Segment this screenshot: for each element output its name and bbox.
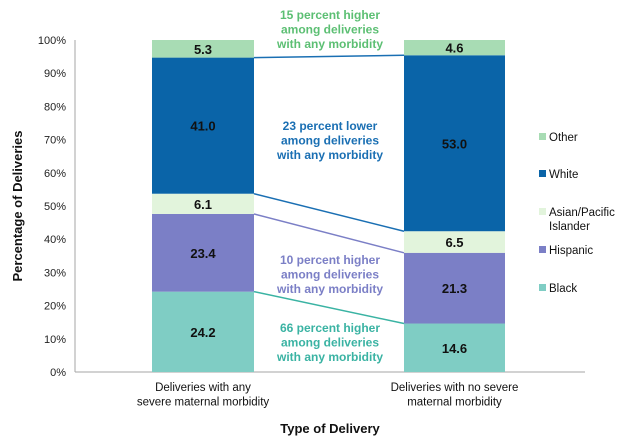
annotation-text: among deliveries <box>281 336 379 350</box>
x-tick-label: severe maternal morbidity <box>137 397 270 409</box>
data-label: 6.1 <box>194 197 212 212</box>
x-tick-label: Deliveries with no severe <box>391 382 519 394</box>
data-label: 5.3 <box>194 42 212 57</box>
annotation-text: among deliveries <box>281 23 379 37</box>
x-axis-title: Type of Delivery <box>280 421 380 436</box>
bar-segment-other <box>404 40 505 56</box>
legend-label: Hispanic <box>549 245 593 257</box>
legend-swatch <box>539 246 546 253</box>
y-tick-label: 10% <box>44 334 66 346</box>
legend-swatch <box>539 170 546 177</box>
annotation-text: 15 percent higher <box>280 8 380 22</box>
y-tick-label: 100% <box>38 35 66 47</box>
y-tick-label: 90% <box>44 68 66 80</box>
y-tick-label: 0% <box>50 367 66 379</box>
legend-label: Other <box>549 132 578 144</box>
y-tick-label: 60% <box>44 168 66 180</box>
annotation-text: 23 percent lower <box>283 119 378 133</box>
data-label: 21.3 <box>442 281 467 296</box>
bar-segment-hispanic <box>152 213 254 292</box>
data-label: 24.2 <box>190 325 215 340</box>
legend-label: White <box>549 169 578 181</box>
bar-segment-asian-pacific-islander <box>404 231 505 253</box>
legend-swatch <box>539 133 546 140</box>
data-label: 53.0 <box>442 136 467 151</box>
data-label: 4.6 <box>445 41 463 56</box>
x-tick-label: Deliveries with any <box>155 382 251 394</box>
connector-line <box>253 192 405 232</box>
y-tick-label: 50% <box>44 201 66 213</box>
annotation-text: among deliveries <box>281 134 379 148</box>
bar-segment-asian-pacific-islander <box>152 193 254 214</box>
connector-line <box>253 54 405 59</box>
data-label: 41.0 <box>190 119 215 134</box>
bar-segment-black <box>404 323 505 372</box>
legend-label: Asian/Pacific <box>549 207 615 219</box>
bar-segment-hispanic <box>404 252 505 324</box>
annotation-text: with any morbidity <box>276 148 383 162</box>
bar-segment-white <box>404 55 505 232</box>
y-axis-title: Percentage of Deliveries <box>10 130 25 281</box>
annotation-text: with any morbidity <box>276 282 383 296</box>
y-tick-label: 20% <box>44 301 66 313</box>
bar-segment-white <box>152 57 254 194</box>
annotation-text: with any morbidity <box>276 350 383 364</box>
bar-segment-black <box>152 291 254 372</box>
bar-segment-other <box>152 40 254 58</box>
annotation-text: among deliveries <box>281 268 379 282</box>
y-tick-label: 40% <box>44 234 66 246</box>
annotation-text: with any morbidity <box>276 37 383 51</box>
annotation-text: 66 percent higher <box>280 321 380 335</box>
connector-line <box>253 290 405 325</box>
x-tick-label: maternal morbidity <box>407 397 502 409</box>
y-tick-label: 80% <box>44 101 66 113</box>
legend-label: Black <box>549 283 577 295</box>
legend-swatch <box>539 208 546 215</box>
connector-line <box>253 213 405 254</box>
data-label: 6.5 <box>445 235 463 250</box>
data-label: 23.4 <box>190 246 216 261</box>
data-label: 14.6 <box>442 341 467 356</box>
annotation-text: 10 percent higher <box>280 253 380 267</box>
y-tick-label: 30% <box>44 267 66 279</box>
y-tick-label: 70% <box>44 135 66 147</box>
legend-label: Islander <box>549 221 590 233</box>
legend-swatch <box>539 284 546 291</box>
